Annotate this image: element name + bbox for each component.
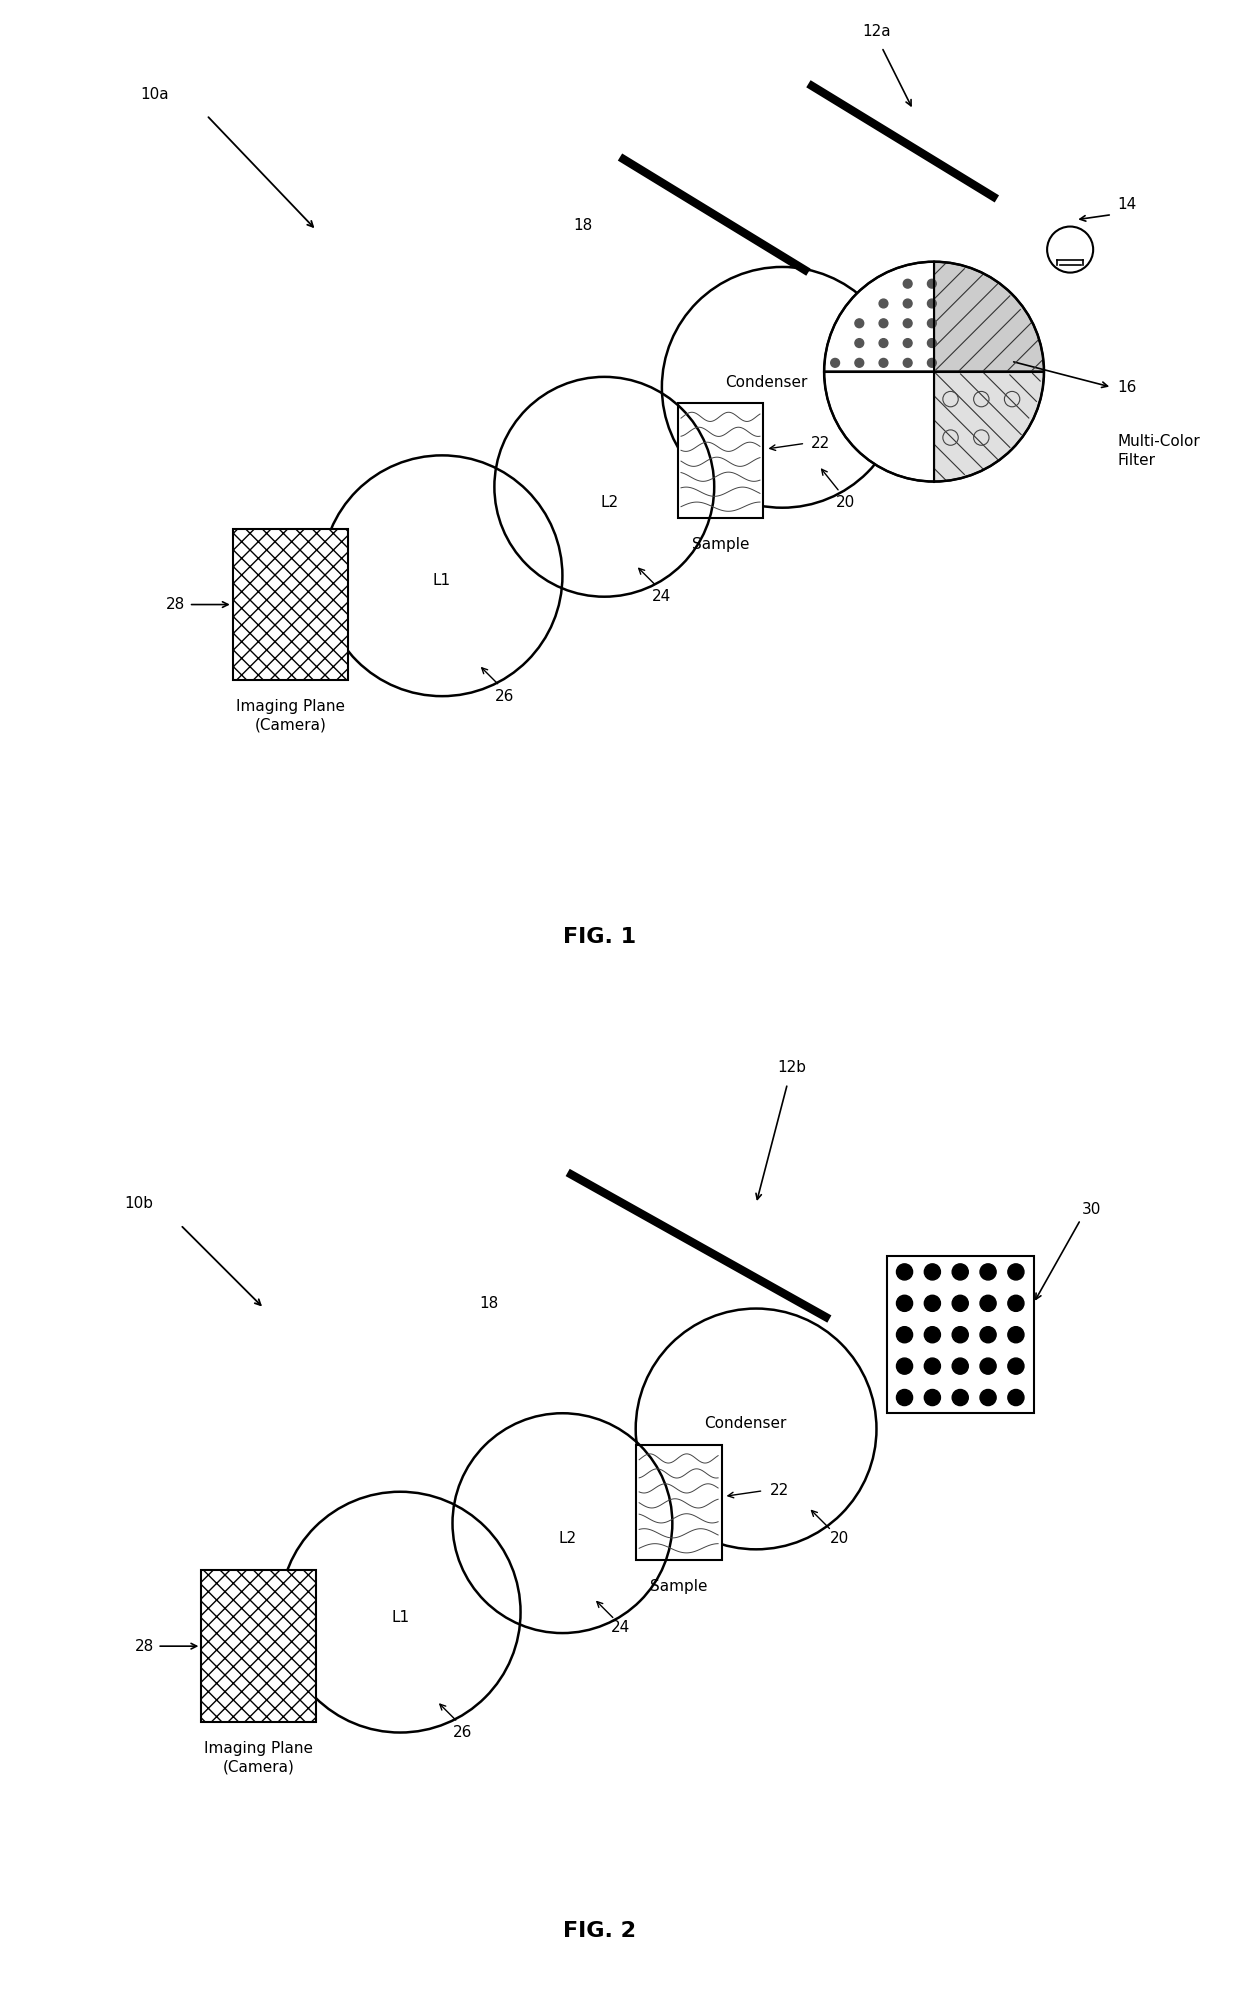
Bar (636, 1444, 722, 1559)
Circle shape (952, 1295, 968, 1311)
Text: 20: 20 (831, 1532, 849, 1545)
Circle shape (980, 1295, 996, 1311)
Circle shape (924, 1327, 940, 1343)
Circle shape (928, 298, 936, 308)
Circle shape (924, 1358, 940, 1374)
Circle shape (854, 318, 864, 328)
Text: FIG. 2: FIG. 2 (563, 1921, 636, 1941)
Circle shape (980, 1327, 996, 1343)
Text: 30: 30 (1081, 1201, 1101, 1217)
Circle shape (952, 1327, 968, 1343)
Text: Imaging Plane
(Camera): Imaging Plane (Camera) (205, 1740, 314, 1774)
Circle shape (924, 1390, 940, 1406)
Circle shape (903, 278, 913, 288)
Text: L2: L2 (600, 495, 619, 509)
Circle shape (1008, 1327, 1024, 1343)
Wedge shape (934, 263, 1044, 372)
Text: 26: 26 (495, 688, 515, 704)
Text: Multi-Color
Filter: Multi-Color Filter (1117, 434, 1200, 467)
Text: 18: 18 (480, 1295, 498, 1311)
Circle shape (980, 1358, 996, 1374)
Text: 12b: 12b (777, 1060, 806, 1076)
Circle shape (903, 298, 913, 308)
Circle shape (897, 1358, 913, 1374)
Circle shape (952, 1390, 968, 1406)
Text: 14: 14 (1117, 197, 1137, 211)
Circle shape (928, 358, 936, 368)
Text: 22: 22 (811, 436, 831, 452)
Circle shape (897, 1327, 913, 1343)
Text: FIG. 1: FIG. 1 (563, 927, 636, 947)
Circle shape (1008, 1358, 1024, 1374)
Circle shape (1008, 1295, 1024, 1311)
Text: Sample: Sample (692, 537, 749, 553)
Text: 22: 22 (770, 1484, 789, 1498)
Circle shape (928, 318, 936, 328)
Circle shape (854, 358, 864, 368)
Bar (233, 529, 348, 680)
Text: Imaging Plane
(Camera): Imaging Plane (Camera) (236, 700, 345, 732)
Wedge shape (825, 372, 934, 481)
Text: Condenser: Condenser (725, 374, 807, 390)
Text: 28: 28 (166, 597, 186, 613)
Text: Sample: Sample (650, 1579, 707, 1593)
Circle shape (924, 1295, 940, 1311)
Wedge shape (934, 372, 1044, 481)
Circle shape (952, 1358, 968, 1374)
Text: 24: 24 (652, 589, 672, 605)
Circle shape (879, 298, 888, 308)
Circle shape (980, 1390, 996, 1406)
Text: L1: L1 (391, 1609, 409, 1625)
Circle shape (903, 318, 913, 328)
Bar (677, 404, 764, 519)
Text: 10b: 10b (124, 1195, 153, 1211)
Text: 16: 16 (1117, 380, 1137, 396)
Text: L2: L2 (558, 1532, 577, 1545)
Circle shape (928, 338, 936, 348)
Text: L1: L1 (433, 573, 451, 589)
Circle shape (903, 358, 913, 368)
Circle shape (1008, 1390, 1024, 1406)
Circle shape (903, 338, 913, 348)
Circle shape (928, 278, 936, 288)
Bar (887, 1257, 1033, 1414)
Text: 24: 24 (610, 1621, 630, 1635)
Wedge shape (825, 263, 934, 372)
Text: 10a: 10a (140, 88, 169, 101)
Text: 18: 18 (574, 217, 593, 233)
Circle shape (924, 1263, 940, 1281)
Circle shape (879, 318, 888, 328)
Text: Condenser: Condenser (704, 1416, 787, 1432)
Circle shape (879, 358, 888, 368)
Circle shape (897, 1390, 913, 1406)
Circle shape (831, 358, 839, 368)
Circle shape (879, 338, 888, 348)
Bar (201, 1569, 316, 1722)
Circle shape (854, 338, 864, 348)
Circle shape (980, 1263, 996, 1281)
Circle shape (897, 1295, 913, 1311)
Circle shape (952, 1263, 968, 1281)
Text: 20: 20 (836, 495, 854, 509)
Text: 28: 28 (135, 1639, 154, 1653)
Circle shape (897, 1263, 913, 1281)
Text: 26: 26 (454, 1724, 472, 1740)
Text: 12a: 12a (862, 24, 890, 40)
Circle shape (1008, 1263, 1024, 1281)
